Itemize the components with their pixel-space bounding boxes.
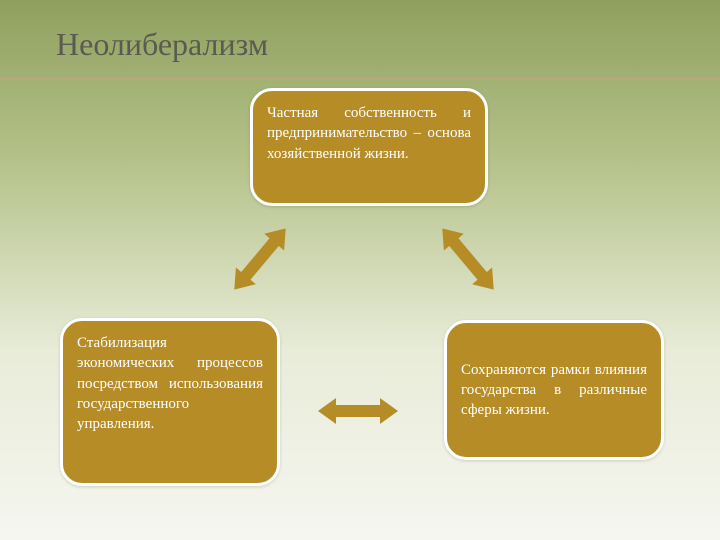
title-underline — [0, 78, 720, 80]
node-left: Стабилизация экономических процессов пос… — [60, 318, 280, 486]
node-right: Сохраняются рамки влияния государства в … — [444, 320, 664, 460]
page-title: Неолиберализм — [56, 26, 268, 63]
node-top: Частная собственность и предпринимательс… — [250, 88, 488, 206]
arrow-top-left — [215, 212, 305, 305]
arrow-top-right — [423, 212, 513, 305]
node-left-text: Стабилизация экономических процессов пос… — [77, 335, 263, 432]
node-top-text: Частная собственность и предпринимательс… — [267, 105, 471, 162]
arrow-left-right — [318, 386, 398, 436]
node-right-text: Сохраняются рамки влияния государства в … — [461, 360, 647, 421]
